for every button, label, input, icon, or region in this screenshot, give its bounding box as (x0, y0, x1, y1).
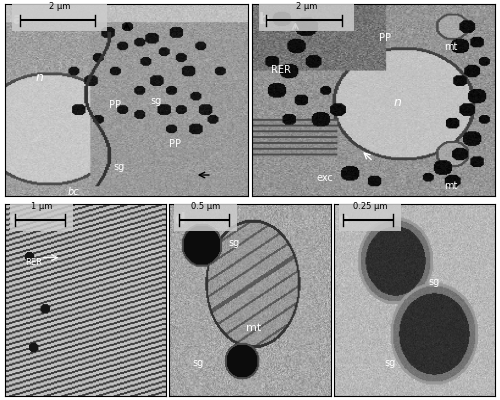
Text: n: n (394, 96, 402, 109)
Text: sg: sg (193, 358, 204, 368)
Text: RER: RER (26, 258, 42, 267)
Text: 2 μm: 2 μm (49, 2, 70, 11)
Text: mt: mt (246, 323, 261, 333)
FancyBboxPatch shape (338, 204, 402, 231)
Text: sg: sg (228, 238, 239, 248)
Text: mt: mt (444, 42, 458, 52)
FancyBboxPatch shape (10, 204, 72, 231)
Text: a: a (12, 12, 22, 27)
Text: RER: RER (271, 66, 290, 76)
Text: 1 μm: 1 μm (30, 202, 52, 210)
Text: 0.5 μm: 0.5 μm (191, 202, 220, 210)
Text: PP: PP (380, 33, 392, 43)
Text: d: d (174, 212, 185, 226)
Text: n: n (35, 71, 43, 84)
Text: sg: sg (384, 358, 396, 368)
Text: 2 μm: 2 μm (296, 2, 317, 11)
Text: sg: sg (428, 277, 440, 287)
Text: b: b (259, 12, 270, 27)
Text: mt: mt (444, 181, 458, 191)
Text: PP: PP (108, 100, 120, 110)
Text: exc: exc (316, 173, 333, 183)
FancyBboxPatch shape (259, 4, 354, 31)
FancyBboxPatch shape (12, 4, 107, 31)
Text: bc: bc (68, 186, 79, 196)
Text: PP: PP (170, 138, 181, 148)
Text: c: c (10, 212, 19, 226)
FancyBboxPatch shape (174, 204, 237, 231)
Text: sg: sg (114, 162, 125, 172)
Text: 0.25 μm: 0.25 μm (353, 202, 388, 210)
Text: e: e (338, 212, 349, 226)
Text: sg: sg (150, 96, 162, 106)
